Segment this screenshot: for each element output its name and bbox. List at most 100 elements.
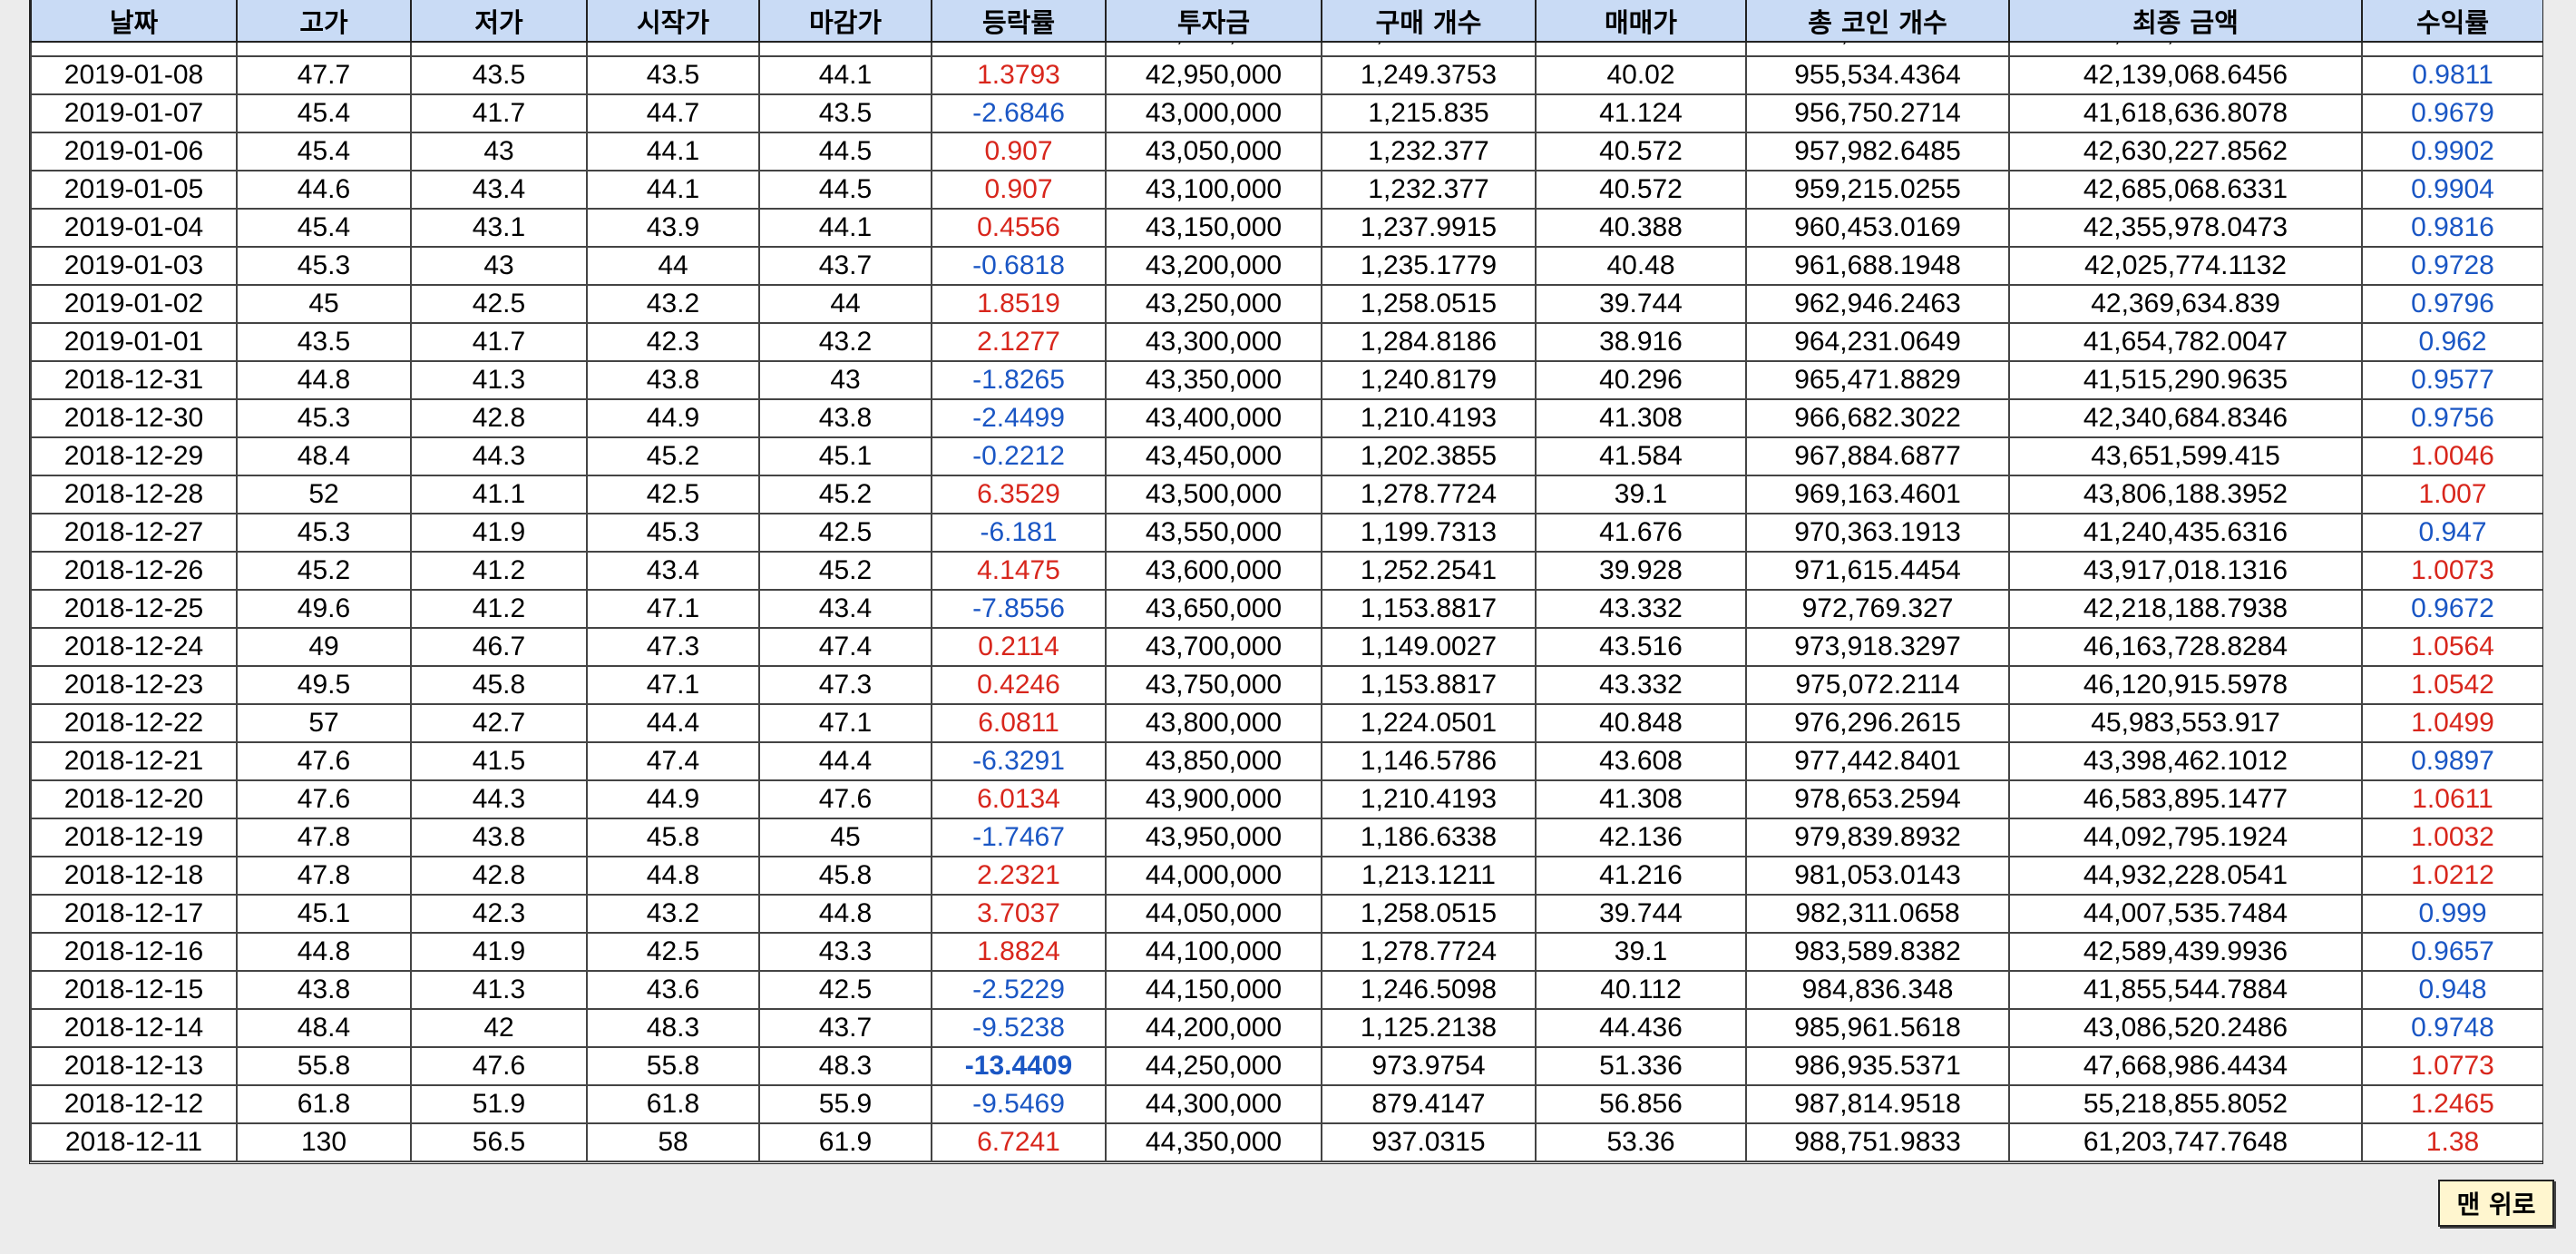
table-row: 2018-12-18 47.8 42.8 44.8 45.8 2.2321 44,000,0… <box>30 856 2542 896</box>
cell-total-coins: 985,961.5618 <box>1745 1008 2010 1048</box>
cell-low: 43.1 <box>410 208 588 248</box>
cell-investment: 43,350,000 <box>1105 360 1322 400</box>
cell-change-rate: 1.8519 <box>931 284 1107 324</box>
cell-trade-price: 43.332 <box>1535 665 1747 705</box>
cell-low: 41.9 <box>410 513 588 553</box>
cell-total-coins: 960,453.0169 <box>1745 208 2010 248</box>
cell-open: 47.3 <box>586 627 760 667</box>
cell-return-rate: 0.9796 <box>2361 284 2542 324</box>
cell-trade-price: 40.6 <box>1535 41 1747 57</box>
cell-close: 43.5 <box>758 93 932 133</box>
cell-low: 45.8 <box>410 665 588 705</box>
table-row: 2019-01-04 45.4 43.1 43.9 44.1 0.4556 43,150,0… <box>30 208 2542 248</box>
cell-investment: 43,050,000 <box>1105 132 1322 171</box>
cell-investment: 43,750,000 <box>1105 665 1322 705</box>
cell-final-amount: 42,025,774.1132 <box>2008 246 2363 286</box>
cell-investment: 43,150,000 <box>1105 208 1322 248</box>
cell-high: 45.3 <box>236 246 412 286</box>
cell-final-amount: 44,092,795.1924 <box>2008 818 2363 857</box>
column-header-final-amount: 최종 금액 <box>2008 0 2363 43</box>
cell-open: 44.1 <box>586 132 760 171</box>
cell-return-rate: 0.9748 <box>2361 1008 2542 1048</box>
cell-close: 44.8 <box>758 894 932 934</box>
cell-purchase-count: 1,153.8817 <box>1321 589 1537 629</box>
cell-close: 45.2 <box>758 551 932 591</box>
cell-total-coins: 981,053.0143 <box>1745 856 2010 896</box>
cell-total-coins: 955,534.4364 <box>1745 55 2010 95</box>
cell-final-amount: 43,917,018.1316 <box>2008 551 2363 591</box>
cell-return-rate: 0.9728 <box>2361 246 2542 286</box>
cell-return-rate: 1.0073 <box>2361 551 2542 591</box>
cell-date: 2018-12-16 <box>30 932 238 972</box>
cell-trade-price: 53.36 <box>1535 1122 1747 1162</box>
cell-open: 47.4 <box>586 741 760 781</box>
cell-change-rate: 0.4556 <box>931 208 1107 248</box>
cell-low: 43 <box>410 246 588 286</box>
cell-open: 61.8 <box>586 1084 760 1124</box>
cell-purchase-count: 1,213.1211 <box>1321 856 1537 896</box>
cell-change-rate: -2.4499 <box>931 398 1107 438</box>
cell-final-amount: 47,668,986.4434 <box>2008 1046 2363 1086</box>
cell-total-coins: 957,982.6485 <box>1745 132 2010 171</box>
cell-investment: 43,400,000 <box>1105 398 1322 438</box>
cell-date: 2019-01-02 <box>30 284 238 324</box>
cell-return-rate: 0.962 <box>2361 322 2542 362</box>
cell-close: 43.7 <box>758 246 932 286</box>
cell-change-rate: -6.181 <box>931 513 1107 553</box>
cell-investment: 44,250,000 <box>1105 1046 1322 1086</box>
cell-close: 44 <box>758 284 932 324</box>
cell-return-rate: 0.9679 <box>2361 93 2542 133</box>
cell-change-rate: -0.6818 <box>931 246 1107 286</box>
cell-purchase-count: 1,227.5917 <box>1321 41 1537 57</box>
cell-close: 61.9 <box>758 1122 932 1162</box>
cell-return-rate: 1.0499 <box>2361 703 2542 743</box>
cell-purchase-count: 1,186.6338 <box>1321 818 1537 857</box>
cell-low: 42.8 <box>410 856 588 896</box>
cell-date: 2018-12-25 <box>30 589 238 629</box>
table-row: 2018-12-30 45.3 42.8 44.9 43.8 -2.4499 43,400,… <box>30 398 2542 438</box>
cell-low: 44.3 <box>410 436 588 476</box>
cell-total-coins: 972,769.327 <box>1745 589 2010 629</box>
cell-low: 43.5 <box>410 55 588 95</box>
cell-close: 42.5 <box>758 970 932 1010</box>
cell-trade-price: 41.308 <box>1535 779 1747 819</box>
cell-open: 44.4 <box>586 703 760 743</box>
cell-total-coins: 979,839.8932 <box>1745 818 2010 857</box>
table-row: 2018-12-31 44.8 41.3 43.8 43 -1.8265 43,350,00… <box>30 360 2542 400</box>
cell-date: 2018-12-22 <box>30 703 238 743</box>
cell-total-coins: 973,918.3297 <box>1745 627 2010 667</box>
cell-return-rate: 0.9756 <box>2361 398 2542 438</box>
cell-return-rate: 0.9811 <box>2361 55 2542 95</box>
scroll-to-top-button[interactable]: 맨 위로 <box>2438 1180 2554 1227</box>
cell-open: 47.1 <box>586 589 760 629</box>
cell-final-amount: 42,630,227.8562 <box>2008 132 2363 171</box>
cell-date: 2018-12-24 <box>30 627 238 667</box>
cell-return-rate: 0.9904 <box>2361 170 2542 210</box>
cell-final-amount: 42,355,978.0473 <box>2008 208 2363 248</box>
cell-date: 2019-01-05 <box>30 170 238 210</box>
cell-change-rate: -9.5238 <box>931 1008 1107 1048</box>
cell-final-amount: 41,855,544.7884 <box>2008 970 2363 1010</box>
cell-final-amount: 55,218,855.8052 <box>2008 1084 2363 1124</box>
cell-date: 2019-01-03 <box>30 246 238 286</box>
cell-final-amount: 41,654,782.0047 <box>2008 322 2363 362</box>
table-row: 2018-12-14 48.4 42 48.3 43.7 -9.5238 44,200,00… <box>30 1008 2542 1048</box>
cell-open: 55.8 <box>586 1046 760 1086</box>
table-row: 2018-12-26 45.2 41.2 43.4 45.2 4.1475 43,600,0… <box>30 551 2542 591</box>
cell-low: 46.7 <box>410 627 588 667</box>
cell-date: 2018-12-14 <box>30 1008 238 1048</box>
cell-high: 43.8 <box>236 970 412 1010</box>
cell-change-rate: -6.3291 <box>931 741 1107 781</box>
table-row: 2019-01-01 43.5 41.7 42.3 43.2 2.1277 43,300,0… <box>30 322 2542 362</box>
cell-open: 44 <box>586 246 760 286</box>
cell-purchase-count: 1,278.7724 <box>1321 475 1537 514</box>
cell-return-rate: 1.0032 <box>2361 818 2542 857</box>
cell-open: 44.7 <box>586 93 760 133</box>
cell-return-rate: 0.947 <box>2361 513 2542 553</box>
cell-final-amount: 42,139,068.6456 <box>2008 55 2363 95</box>
cell-open: 44.9 <box>586 398 760 438</box>
cell-close: 43.2 <box>758 322 932 362</box>
data-table-container[interactable]: 날짜 고가 저가 시작가 마감가 등락률 투자금 구매 개수 매매가 총 코인 개수 최종 금액 수익… <box>29 0 2543 1164</box>
cell-change-rate: -1.8265 <box>931 360 1107 400</box>
cell-change-rate: 1.3793 <box>931 55 1107 95</box>
